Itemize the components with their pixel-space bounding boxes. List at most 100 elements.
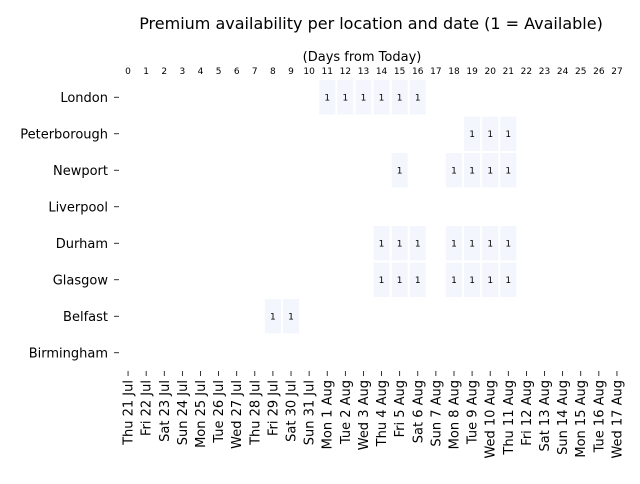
top-tick-label: 21 (503, 67, 514, 77)
x-tick-label: Sun 7 Aug (429, 380, 444, 447)
cell-value-label: 1 (288, 312, 294, 322)
cell-value-label: 1 (415, 239, 421, 249)
cell-durham-15 (391, 226, 408, 261)
cell-value-label: 1 (469, 166, 475, 176)
cell-belfast-9 (282, 299, 300, 334)
x-tick-label: Sat 23 Jul (158, 380, 173, 442)
top-tick-label: 20 (484, 67, 496, 77)
cell-value-label: 1 (451, 239, 457, 249)
cell-newport-21 (500, 153, 517, 188)
x-tick-label: Sat 13 Aug (538, 380, 553, 452)
y-tick-label: Newport (53, 164, 108, 179)
top-tick-label: 15 (394, 67, 405, 77)
cell-newport-20 (482, 153, 499, 188)
x-tick-label: Tue 2 Aug (339, 380, 354, 445)
cell-peterborough-20 (482, 116, 499, 151)
cell-value-label: 1 (270, 312, 276, 322)
cell-value-label: 1 (342, 93, 348, 103)
y-tick-label: Glasgow (53, 273, 109, 288)
cell-durham-19 (464, 226, 481, 261)
x-tick-label: Thu 11 Aug (502, 380, 517, 456)
x-tick-label: Sun 14 Aug (556, 380, 571, 455)
cell-value-label: 1 (379, 93, 385, 103)
cell-value-label: 1 (397, 166, 403, 176)
x-tick-label: Mon 15 Aug (574, 380, 589, 458)
cell-value-label: 1 (505, 130, 511, 140)
cell-value-label: 1 (451, 166, 457, 176)
cell-london-13 (355, 80, 372, 115)
cell-value-label: 1 (451, 276, 457, 286)
y-tick-label: Liverpool (48, 200, 108, 215)
x-tick-label: Mon 8 Aug (447, 380, 462, 449)
x-tick-label: Fri 12 Aug (520, 380, 535, 446)
top-tick-label: 23 (539, 67, 550, 77)
cell-glasgow-15 (391, 262, 408, 297)
top-tick-label: 16 (412, 67, 424, 77)
cell-value-label: 1 (379, 276, 385, 286)
cell-value-label: 1 (505, 166, 511, 176)
y-tick-label: Durham (56, 237, 108, 252)
top-tick-label: 8 (270, 67, 276, 77)
top-tick-layer: 0 1 2 3 4 5 6 7 8 9 10 11 12 13 14 15 16 17 18 19 20 21 22 23 24… (125, 67, 622, 77)
x-tick-label: Sun 24 Jul (176, 380, 191, 445)
cell-durham-18 (445, 226, 463, 261)
top-tick-label: 25 (575, 67, 586, 77)
top-tick-label: 12 (340, 67, 351, 77)
cell-glasgow-16 (409, 262, 426, 297)
x-tick-label: Sat 6 Aug (411, 380, 426, 443)
top-tick-label: 0 (125, 67, 131, 77)
top-tick-label: 1 (143, 67, 149, 77)
cell-newport-15 (391, 153, 408, 188)
cell-label-layer: 1 1 1 1 1 1 1 1 1 1 1 1 1 1 1 1 1 1 1 1 1 1 1 1 1 1 1 1 1 1 (270, 93, 511, 322)
x-tick-label: Thu 28 Jul (248, 380, 263, 446)
cell-durham-14 (373, 226, 390, 261)
cell-peterborough-19 (464, 116, 481, 151)
x-tick-label: Tue 16 Aug (592, 380, 607, 453)
top-tick-label: 26 (593, 67, 605, 77)
cell-value-label: 1 (505, 276, 511, 286)
top-tick-label: 2 (161, 67, 167, 77)
cell-newport-18 (445, 153, 463, 188)
cell-value-label: 1 (415, 276, 421, 286)
cell-value-label: 1 (487, 130, 493, 140)
cell-london-16 (409, 80, 426, 115)
top-tick-label: 13 (358, 67, 369, 77)
cell-peterborough-21 (500, 116, 517, 151)
chart-title: Premium availability per location and da… (139, 14, 603, 33)
cell-value-label: 1 (487, 166, 493, 176)
y-axis: London Peterborough Newport Liverpool Durham… (20, 91, 119, 361)
cell-value-label: 1 (379, 239, 385, 249)
x-tick-label: Sun 31 Jul (303, 380, 318, 445)
cell-value-label: 1 (361, 93, 367, 103)
cell-glasgow-14 (373, 262, 390, 297)
cell-glasgow-20 (482, 262, 499, 297)
top-axis-label: (Days from Today) (303, 50, 422, 65)
x-tick-label: Tue 9 Aug (466, 380, 481, 445)
cell-london-11 (319, 80, 336, 115)
cell-value-label: 1 (487, 239, 493, 249)
top-tick-label: 11 (322, 67, 333, 77)
y-tick-label: Birmingham (29, 346, 108, 361)
x-tick-label: Fri 22 Jul (140, 380, 155, 436)
cell-value-label: 1 (397, 93, 403, 103)
top-tick-label: 6 (234, 67, 240, 77)
cell-glasgow-18 (445, 262, 463, 297)
top-tick-label: 9 (288, 67, 294, 77)
top-tick-label: 14 (376, 67, 388, 77)
cell-london-12 (337, 80, 354, 115)
x-tick-label: Sat 30 Jul (285, 380, 300, 442)
cell-value-label: 1 (469, 130, 475, 140)
top-tick-label: 24 (557, 67, 569, 77)
cell-value-label: 1 (469, 276, 475, 286)
cell-value-label: 1 (415, 93, 421, 103)
x-tick-label: Fri 5 Aug (393, 380, 408, 437)
top-tick-label: 18 (448, 67, 460, 77)
x-tick-label: Fri 29 Jul (266, 380, 281, 436)
cell-newport-19 (464, 153, 481, 188)
cell-london-14 (373, 80, 390, 115)
y-tick-label: London (60, 91, 108, 106)
top-tick-label: 3 (180, 67, 186, 77)
top-tick-label: 4 (198, 67, 204, 77)
cell-london-15 (391, 80, 408, 115)
